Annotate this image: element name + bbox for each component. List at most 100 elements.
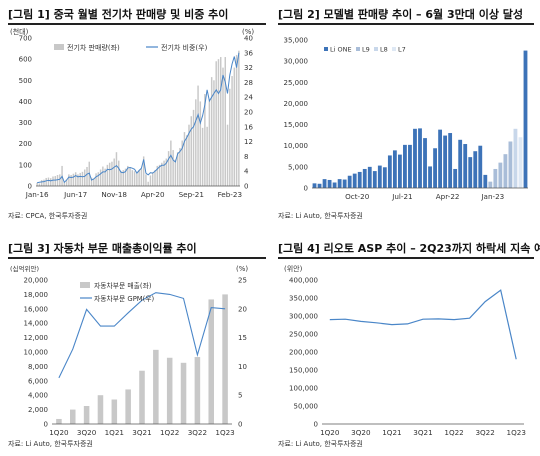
bar	[86, 166, 88, 186]
bar	[136, 173, 138, 186]
y-tick-label: 350,000	[289, 295, 318, 303]
bar-liOne	[327, 179, 332, 188]
y2-tick-label: 24	[244, 94, 253, 102]
y-tick-label: 150,000	[289, 367, 318, 375]
legend-swatch	[374, 47, 378, 51]
bar	[79, 172, 81, 186]
x-tick-label: Feb-23	[218, 190, 242, 199]
bar	[183, 132, 186, 186]
x-tick-label: 1Q21	[105, 428, 124, 437]
bar	[152, 172, 154, 186]
bar	[45, 177, 47, 186]
bar-liOne	[418, 128, 422, 188]
right-unit-label: (%)	[236, 265, 248, 273]
legend-swatch	[324, 47, 328, 51]
chart-1: (천대) (%) 0 100 200 300 400 500 600 700 0 4 8 12 16 20 24…	[10, 27, 254, 199]
legend-label-revenue: 자동차부문 매출(좌)	[94, 281, 152, 290]
bar	[56, 418, 62, 424]
panel-1-rule	[8, 23, 266, 25]
bar	[233, 67, 236, 186]
bar	[176, 152, 179, 186]
panel-1: [그림 1] 중국 월별 전기차 판매량 및 비중 추이 (천대) (%) 0 100…	[8, 6, 266, 220]
legend-swatch	[392, 47, 396, 51]
bar-liOne	[408, 144, 412, 188]
y-tick-label: 400,000	[289, 277, 318, 285]
bar	[84, 169, 86, 186]
bar	[83, 406, 90, 424]
y2-tick-label: 40	[244, 35, 253, 43]
left-unit-label: (위안)	[284, 264, 303, 273]
x-tick-label: 1Q21	[382, 428, 401, 437]
bar	[74, 172, 77, 186]
panel-4-title: [그림 4] 리오토 ASP 추이 – 2Q23까지 하락세 지속 예상	[278, 242, 540, 255]
bar	[215, 61, 217, 186]
y-tick-label: 400	[19, 98, 32, 106]
y2-tick-label: 15	[238, 334, 247, 342]
y-tick-label: 20,000	[24, 277, 49, 285]
y-tick-label: 200,000	[289, 349, 318, 357]
bar	[208, 100, 211, 186]
y-tick-label: 16,000	[24, 305, 49, 313]
bar-liOne	[403, 144, 407, 188]
panel-2: [그림 2] 모델별 판매량 추이 – 6월 3만대 이상 달성 0 5,000 1…	[278, 6, 534, 220]
bar	[210, 77, 213, 186]
legend-label: L7	[398, 46, 406, 54]
bar	[70, 409, 76, 424]
bar	[172, 150, 174, 186]
y2-tick-label: 16	[244, 123, 253, 131]
bar	[180, 362, 187, 424]
right-unit-label: (%)	[242, 28, 254, 36]
y-tick-label: 200	[19, 140, 32, 148]
y2-tick-label: 8	[244, 153, 248, 161]
bar	[199, 101, 202, 186]
bar-liOne	[357, 171, 362, 188]
y2-tick-label: 10	[238, 363, 247, 371]
y2-tick-label: 0	[238, 421, 242, 429]
bar	[77, 174, 79, 186]
y2-tick-label: 32	[244, 64, 253, 72]
bar	[38, 183, 41, 186]
x-tick-label: Sep-21	[179, 190, 204, 199]
bar-liOne	[382, 167, 387, 188]
y-tick-label: 0	[314, 421, 318, 429]
asp-line	[329, 289, 517, 360]
bar	[63, 181, 66, 186]
bar	[111, 161, 113, 186]
bar	[111, 399, 118, 424]
chart-2: 0 5,000 10,000 15,000 20,000 25,000 30,000 35,0…	[284, 37, 528, 201]
bar	[139, 370, 145, 424]
bar	[194, 357, 201, 424]
bar	[120, 171, 122, 186]
panel-4: [그림 4] 리오토 ASP 추이 – 2Q23까지 하락세 지속 예상 (위안…	[278, 240, 540, 452]
y-tick-label: 35,000	[284, 37, 309, 45]
left-unit-label: (천대)	[10, 27, 29, 36]
bar	[147, 181, 149, 186]
y-tick-label: 8,000	[28, 363, 48, 371]
y2-tick-label: 20	[244, 109, 253, 117]
panel-4-source: 자료: Li Auto, 한국투자증권	[278, 440, 363, 448]
bar	[125, 389, 131, 424]
bar	[95, 173, 97, 186]
bar	[36, 182, 38, 186]
y-tick-label: 300	[19, 119, 32, 127]
bar	[192, 109, 195, 186]
bar-liOne	[352, 173, 357, 188]
x-tick-label: Oct-20	[345, 192, 370, 201]
x-tick-label: Nov-18	[101, 190, 127, 199]
bar	[72, 173, 75, 186]
x-tick-label: 1Q23	[507, 428, 526, 437]
bar-liOne	[448, 133, 453, 188]
bar-liOne	[458, 139, 463, 188]
bar	[167, 151, 170, 186]
bar	[104, 168, 106, 186]
y-tick-label: 50,000	[294, 403, 319, 411]
y2-tick-label: 4	[244, 168, 249, 176]
bar	[113, 158, 115, 186]
bar	[190, 116, 192, 186]
y-tick-label: 600	[19, 56, 32, 64]
x-tick-label: 3Q20	[351, 428, 371, 437]
legend-label: Li ONE	[330, 46, 352, 54]
y-tick-label: 100,000	[289, 385, 318, 393]
bar-liOne	[392, 150, 397, 188]
y-tick-label: 10,000	[24, 349, 49, 357]
